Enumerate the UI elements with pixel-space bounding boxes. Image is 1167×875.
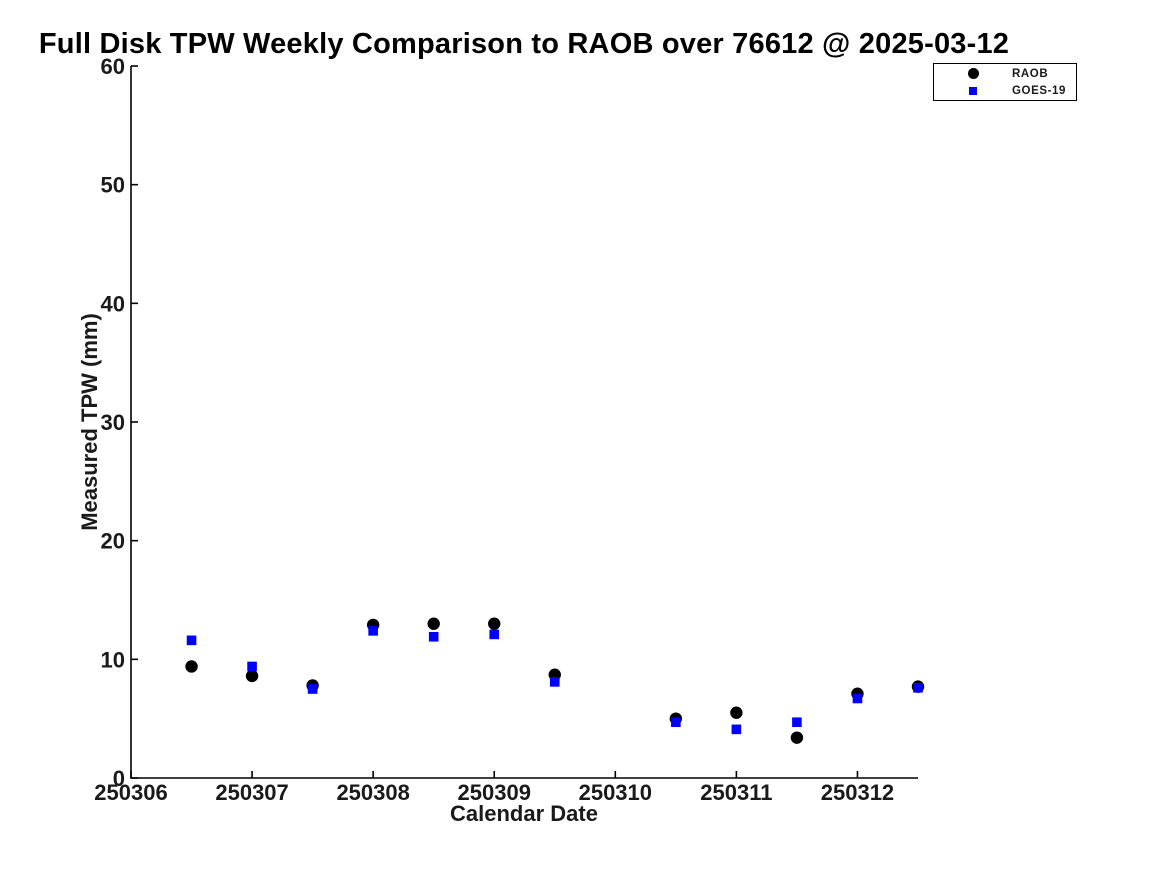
chart-title: Full Disk TPW Weekly Comparison to RAOB … [38,28,1010,60]
data-point-goes-19 [489,629,500,640]
data-point-raob [730,706,743,719]
data-point-goes-19 [731,724,742,735]
y-tick-label: 30 [101,410,125,435]
data-point-raob [790,731,804,744]
data-point-goes-19 [913,683,923,693]
x-tick-label: 250306 [94,780,167,805]
raob-circle-marker-icon [967,68,979,79]
data-point-goes-19 [792,717,802,728]
x-tick-label: 250312 [821,780,894,805]
y-tick-label: 60 [101,54,125,79]
goes-19-square-marker-icon [969,86,977,95]
data-point-goes-19 [368,626,378,636]
data-point-raob [488,617,501,630]
x-tick-label: 250310 [579,780,652,805]
data-point-raob [245,669,259,683]
legend-item-goes-19: GOES-19 [934,84,1076,98]
data-point-goes-19 [549,677,560,687]
data-point-goes-19 [247,661,257,672]
y-axis-label: Measured TPW (mm) [77,313,102,531]
data-point-raob [427,617,440,630]
legend: RAOB GOES-19 [933,63,1077,101]
data-point-raob [185,660,198,673]
legend-label-raob: RAOB [1012,67,1049,80]
x-axis-label: Calendar Date [450,801,598,826]
legend-label-goes-19: GOES-19 [1012,84,1067,97]
y-tick-label: 10 [101,647,125,672]
data-point-goes-19 [671,717,681,728]
x-tick-label: 250309 [458,780,531,805]
data-point-goes-19 [428,631,439,642]
data-point-goes-19 [186,635,197,646]
legend-marker-cell [934,86,1012,95]
data-point-goes-19 [307,684,318,694]
y-tick-label: 0 [113,766,125,791]
y-tick-label: 50 [101,173,125,198]
x-tick-label: 250308 [336,780,409,805]
y-tick-label: 40 [101,291,125,316]
data-point-goes-19 [852,693,863,704]
x-tick-label: 250307 [215,780,288,805]
legend-marker-cell [934,68,1012,79]
legend-item-raob: RAOB [934,67,1076,81]
x-tick-label: 250311 [700,780,772,805]
y-tick-label: 20 [101,529,125,554]
